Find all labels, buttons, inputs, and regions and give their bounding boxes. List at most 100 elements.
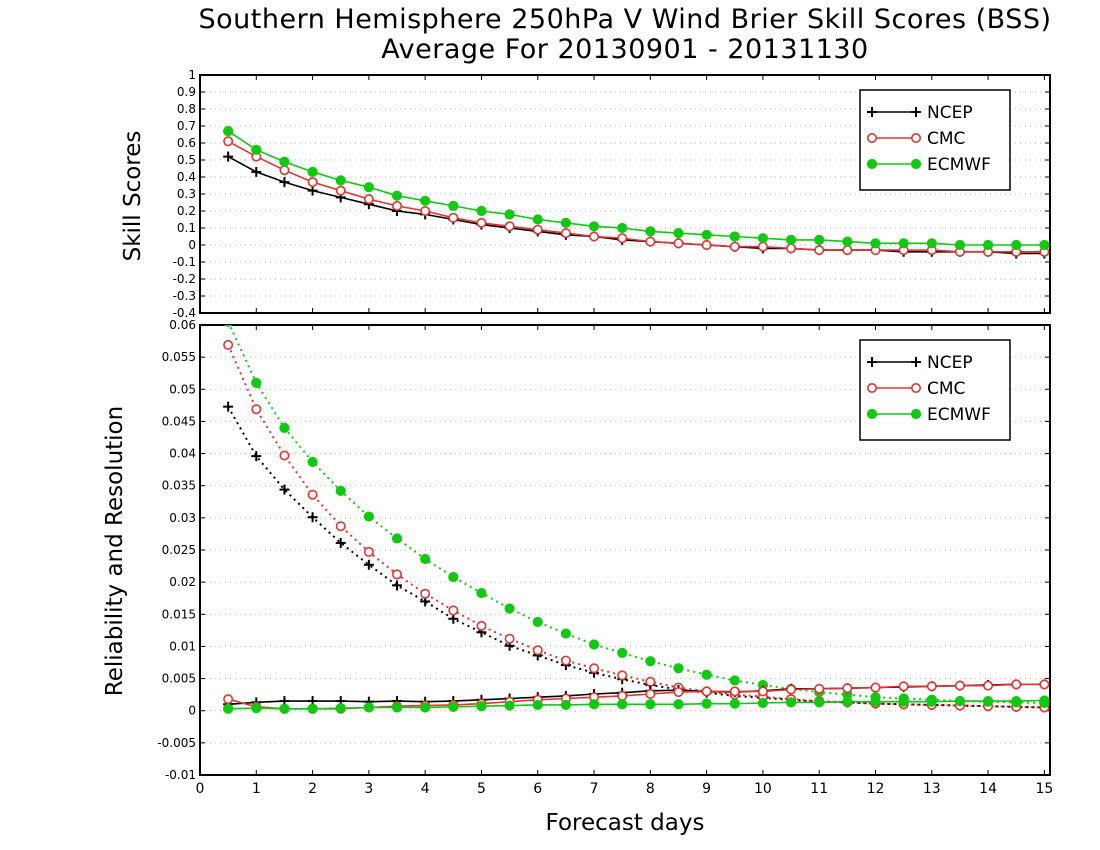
x-tick-label: 11 (810, 781, 828, 797)
cmc-resolution-point (420, 588, 431, 599)
cmc-resolution-point (645, 676, 656, 687)
ecmwf-reliability-point (757, 697, 769, 709)
top-y-tick-label: 0 (188, 238, 196, 252)
top-y-tick-label: -0.2 (173, 272, 196, 286)
ecmwf-reliability-point (251, 703, 262, 714)
ecmwf-point (588, 221, 600, 232)
ecmwf-point (645, 226, 656, 237)
x-tick-label: 13 (923, 781, 941, 797)
cmc-resolution-point (532, 645, 543, 656)
cmc-resolution-point (392, 569, 403, 580)
cmc-resolution-point (307, 489, 318, 500)
ecmwf-reliability-point (448, 701, 459, 712)
cmc-point (279, 165, 290, 176)
ecmwf-reliability-point (335, 703, 346, 714)
cmc-point (504, 221, 515, 232)
top-y-tick-label: -0.3 (173, 289, 196, 303)
x-tick-label: 4 (421, 781, 430, 797)
bottom-series-group (223, 325, 1050, 714)
top-y-tick-label: 0.1 (177, 221, 196, 235)
ecmwf-point (814, 234, 825, 245)
ecmwf-point (785, 234, 797, 245)
bottom-legend-label: CMC (927, 379, 965, 399)
x-tick-label: 5 (477, 781, 486, 797)
x-tick-label: 3 (364, 781, 373, 797)
x-tick-label: 12 (867, 781, 885, 797)
ecmwf-resolution-point (588, 639, 600, 650)
cmc-reliability-point (617, 690, 628, 701)
x-tick-label: 1 (252, 781, 261, 797)
x-tick-label: 15 (1035, 781, 1053, 797)
ecmwf-point (391, 190, 403, 201)
top-legend-marker (910, 158, 922, 170)
ecmwf-point (898, 238, 909, 249)
top-legend-box (859, 89, 1011, 191)
cmc-point (532, 224, 543, 235)
ecmwf-reliability-point (223, 703, 234, 714)
cmc-point (617, 233, 628, 244)
bottom-legend-label: NCEP (927, 353, 973, 373)
ecmwf-resolution-point (251, 377, 262, 388)
cmc-point (701, 240, 712, 251)
bottom-legend-marker (910, 408, 922, 420)
ecmwf-resolution-point (363, 511, 374, 522)
ecmwf-resolution-point (617, 647, 628, 658)
x-tick-label: 8 (646, 781, 655, 797)
ecmwf-point (448, 200, 459, 211)
ecmwf-point (504, 209, 515, 220)
top-legend-label: ECMWF (927, 155, 991, 175)
ecmwf-point (307, 166, 318, 177)
cmc-point (757, 241, 768, 252)
top-legend-label: CMC (927, 129, 965, 149)
bottom-y-tick-label: 0.055 (162, 350, 196, 364)
x-tick-label: 6 (533, 781, 542, 797)
ecmwf-resolution-point (560, 628, 571, 639)
top-y-tick-label: 1 (188, 68, 196, 82)
ecmwf-reliability-point (279, 703, 290, 714)
ecmwf-point (954, 239, 966, 251)
top-y-tick-label: 0.6 (177, 136, 196, 150)
cmc-reliability-point (1011, 679, 1022, 690)
bottom-y-tick-label: -0.01 (165, 768, 196, 782)
x-tick-label: 10 (754, 781, 772, 797)
top-y-tick-label: 0.7 (177, 119, 196, 133)
chart-title-line1: Southern Hemisphere 250hPa V Wind Brier … (198, 4, 1052, 35)
ecmwf-point (982, 239, 994, 251)
x-axis-label: Forecast days (545, 810, 705, 836)
ecmwf-resolution-point (307, 456, 318, 468)
ecmwf-resolution-point (476, 587, 487, 599)
ecmwf-resolution-point (224, 325, 233, 327)
cmc-resolution-point (476, 620, 487, 631)
cmc-point (786, 243, 797, 254)
ecmwf-resolution-point (673, 663, 684, 674)
cmc-reliability-point (757, 686, 768, 697)
cmc-reliability-point (729, 686, 740, 697)
cmc-reliability-point (223, 694, 234, 705)
ecmwf-reliability-point (420, 702, 431, 713)
ecmwf-reliability-point (560, 699, 571, 711)
ecmwf-point (617, 222, 628, 234)
bottom-y-tick-label: 0.015 (162, 607, 196, 621)
ecmwf-resolution-point (532, 616, 543, 628)
x-tick-label: 2 (308, 781, 317, 797)
top-y-tick-label: -0.4 (173, 306, 196, 320)
bottom-legend-label: ECMWF (927, 405, 991, 425)
ecmwf-point (842, 236, 853, 247)
top-y-tick-label: -0.1 (173, 255, 196, 269)
bottom-legend: NCEP CMC ECMWF (859, 339, 1011, 441)
cmc-resolution-point (223, 339, 234, 350)
bottom-panel-y-axis-label: Reliability and Resolution (102, 405, 128, 697)
ecmwf-reliability-point (814, 697, 825, 708)
cmc-point (842, 245, 853, 256)
cmc-point (645, 236, 656, 247)
top-y-tick-label: 0.9 (177, 85, 196, 99)
cmc-reliability-point (926, 681, 937, 692)
bottom-legend-marker (866, 408, 878, 420)
cmc-point (363, 194, 374, 205)
cmc-point (589, 231, 600, 242)
ecmwf-reliability-point (307, 703, 318, 714)
ecmwf-point (251, 144, 262, 155)
ecmwf-point (1039, 239, 1050, 251)
ecmwf-reliability-point (504, 700, 515, 711)
ecmwf-point (560, 217, 571, 228)
